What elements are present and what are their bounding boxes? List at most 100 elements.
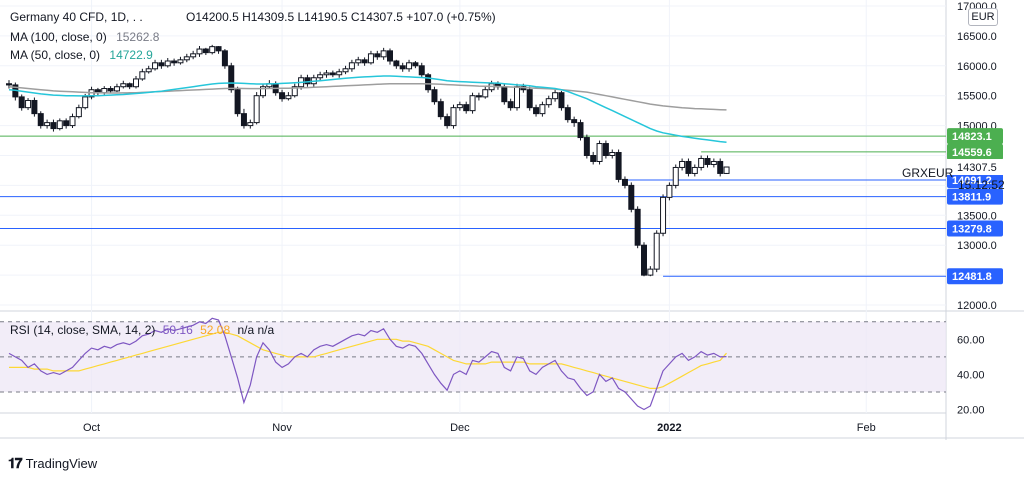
candle-body: [221, 50, 228, 67]
candle-body: [647, 268, 654, 276]
candle-body: [469, 95, 476, 112]
candle-body: [501, 86, 508, 103]
candle-body: [393, 60, 400, 67]
currency-badge[interactable]: EUR: [968, 8, 998, 26]
candle-body: [291, 86, 298, 97]
candle-body: [672, 166, 679, 186]
y-tick-label: 13000.0: [957, 240, 997, 252]
ma100-legend[interactable]: MA (100, close, 0) 15262.8: [10, 30, 159, 44]
candle-body: [355, 59, 362, 64]
candle-body: [164, 60, 171, 67]
candle-body: [533, 107, 540, 115]
level-price-label: 14091.2: [952, 175, 992, 187]
level-price-tag: [947, 220, 1003, 237]
candle-body: [260, 86, 266, 97]
rsi-tick-label: 40.00: [957, 369, 985, 381]
level-price-label: 12481.8: [952, 271, 992, 283]
candle-body: [120, 83, 127, 88]
candle-body: [387, 50, 393, 62]
candle-body: [126, 83, 133, 88]
level-price-label: 14823.1: [952, 131, 992, 143]
rsi-legend[interactable]: RSI (14, close, SMA, 14, 2) 50.16 52.08 …: [10, 323, 274, 337]
candle-body: [571, 119, 578, 124]
candle-body: [514, 86, 520, 109]
candle-body: [558, 92, 565, 109]
candle-body: [145, 68, 152, 73]
candle-body: [152, 62, 159, 70]
y-tick-label: 15500.0: [957, 91, 997, 103]
countdown: 15:12:52: [958, 178, 1005, 192]
candle-body: [399, 65, 406, 70]
candle-body: [44, 122, 51, 127]
candle-body: [723, 166, 730, 174]
candle-body: [56, 120, 63, 130]
candle-body: [406, 62, 413, 70]
candle-body: [425, 74, 432, 91]
candle-body: [367, 53, 374, 64]
candle-body: [240, 113, 247, 127]
level-price-tag: [947, 188, 1003, 205]
candle-body: [171, 60, 178, 64]
candle-body: [444, 116, 451, 127]
candle-body: [31, 99, 38, 115]
candle-body: [285, 95, 292, 100]
candle-body: [348, 62, 355, 70]
rsi-na: n/a n/a: [237, 323, 275, 337]
candle-body: [456, 104, 463, 109]
candle-body: [253, 95, 260, 124]
candle-body: [82, 96, 89, 109]
candle-body: [482, 89, 489, 98]
candle-body: [679, 160, 686, 168]
candle-body: [6, 83, 12, 86]
candle-body: [717, 160, 724, 174]
rsi-label: RSI (14, close, SMA, 14, 2): [10, 323, 156, 337]
candle-body: [18, 96, 25, 109]
candle-body: [63, 120, 70, 127]
candle-body: [336, 71, 343, 76]
level-price-tag: [947, 268, 1003, 285]
candle-body: [564, 107, 571, 121]
ma100-label: MA (100, close, 0): [10, 30, 107, 44]
candle-body: [552, 92, 559, 100]
candle-body: [107, 88, 114, 92]
rsi-sma-line: [9, 331, 727, 389]
candle-body: [507, 101, 514, 109]
candle-body: [590, 155, 597, 162]
candle-body: [691, 166, 698, 174]
candle-body: [196, 48, 203, 55]
candle-body: [609, 152, 616, 156]
candle-body: [361, 59, 368, 64]
candle-body: [209, 46, 216, 54]
candle-body: [615, 152, 622, 180]
candle-body: [602, 143, 609, 157]
candle-body: [545, 98, 552, 106]
tradingview-brand[interactable]: 𝟏𝟕 TradingView: [8, 455, 97, 472]
price-chart[interactable]: 12000.012500.013000.013500.014000.014500…: [0, 0, 1024, 440]
level-price-label: 14559.6: [952, 147, 992, 159]
level-price-label: 13279.8: [952, 223, 992, 235]
candle-body: [577, 122, 584, 139]
candle-body: [412, 62, 419, 67]
rsi-tick-label: 20.00: [957, 404, 985, 416]
level-price-label: 13811.9: [952, 192, 991, 204]
level-price-tag: [947, 143, 1003, 160]
candle-body: [317, 74, 324, 79]
last-price-tag: [947, 159, 1003, 176]
symbol-title[interactable]: Germany 40 CFD, 1D, . . O14200.5 H14309.…: [10, 10, 496, 24]
candle-body: [628, 184, 635, 210]
ma50-label: MA (50, close, 0): [10, 48, 101, 62]
candle-body: [247, 122, 254, 127]
candle-body: [323, 72, 330, 76]
y-tick-label: 12000.0: [957, 300, 997, 312]
candle-body: [653, 232, 660, 270]
y-tick-label: 16000.0: [957, 61, 997, 73]
candle-body: [685, 160, 692, 174]
rsi-tick-label: 60.00: [957, 334, 985, 346]
candle-body: [177, 59, 184, 64]
candle-body: [596, 143, 603, 162]
x-tick-label: Oct: [83, 422, 100, 434]
ohlc-readout: O14200.5 H14309.5 L14190.5 C14307.5 +107…: [186, 10, 496, 24]
ma50-legend[interactable]: MA (50, close, 0) 14722.9: [10, 48, 153, 62]
candle-body: [25, 99, 32, 109]
candle-body: [158, 62, 165, 67]
